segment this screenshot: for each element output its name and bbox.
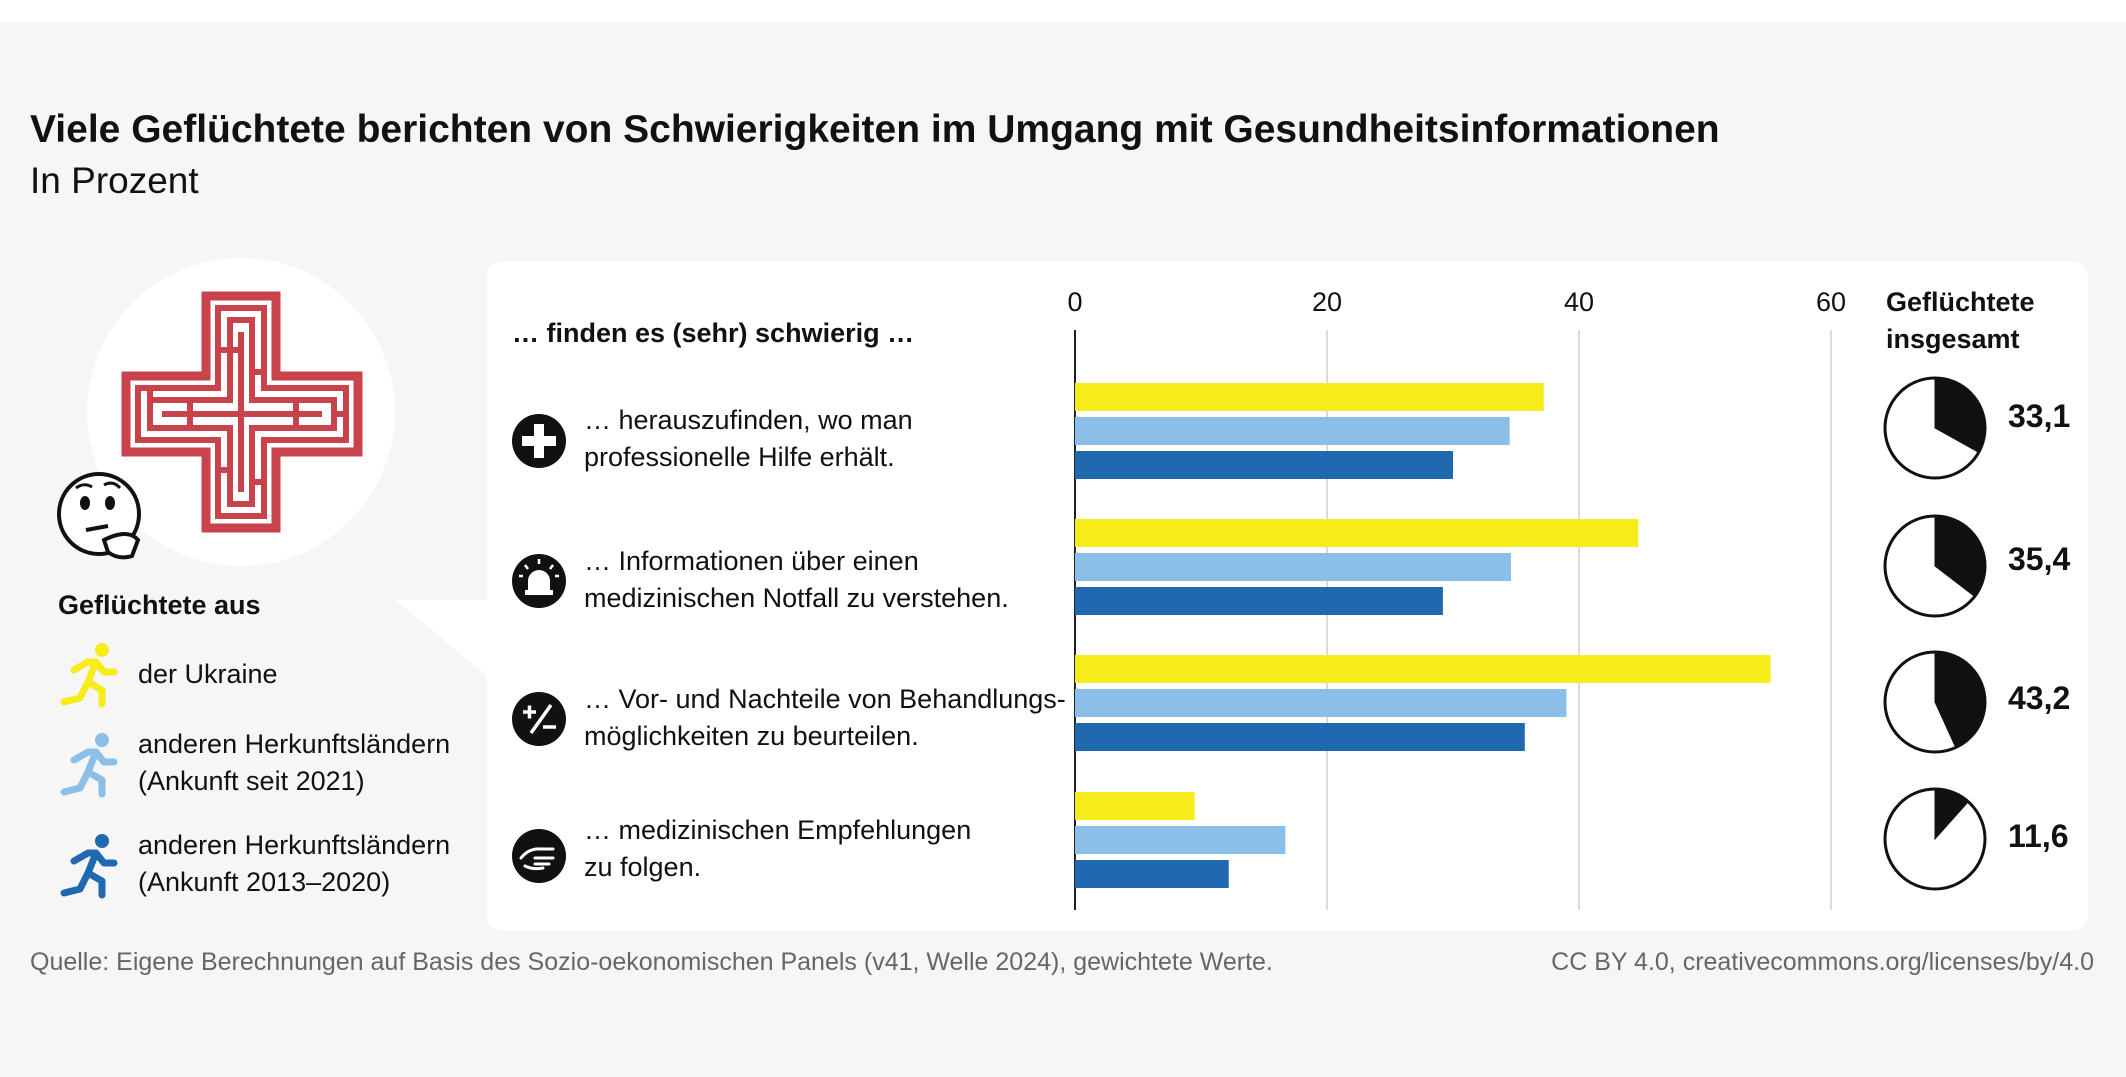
- bar: [1075, 860, 1229, 888]
- bar: [1075, 689, 1567, 717]
- row-label-line: professionelle Hilfe erhält.: [584, 442, 895, 472]
- runner-arms: [70, 658, 118, 676]
- legend-item-2013-2020: anderen Herkunftsländern (Ankunft 2013–2…: [138, 827, 450, 901]
- runner-head: [95, 733, 109, 747]
- x-tick-label: 60: [1816, 287, 1846, 317]
- column-header: … finden es (sehr) schwierig …: [512, 318, 915, 348]
- siren-icon: [512, 554, 566, 608]
- total-value: 35,4: [2008, 541, 2071, 577]
- row-label-line: medizinischen Notfall zu verstehen.: [584, 583, 1009, 613]
- plus-icon: [512, 414, 566, 468]
- totals-header-line: insgesamt: [1886, 324, 2020, 354]
- total-value: 33,1: [2008, 398, 2071, 434]
- total-pie-slice: [1934, 651, 1986, 749]
- row-label-recommendations: … medizinischen Empfehlungen zu folgen.: [584, 812, 971, 886]
- icon-disc: [512, 829, 566, 883]
- runner-head: [95, 643, 109, 657]
- legend-label: (Ankunft seit 2021): [138, 766, 365, 796]
- legend-label: anderen Herkunftsländern: [138, 830, 451, 860]
- runner-legs: [60, 768, 106, 798]
- legend-item-since-2021: anderen Herkunftsländern (Ankunft seit 2…: [138, 726, 450, 800]
- plus-shape: [522, 424, 556, 458]
- chart-subtitle: In Prozent: [30, 160, 199, 201]
- row-label-line: … herauszufinden, wo man: [584, 405, 913, 435]
- legend-label: der Ukraine: [138, 659, 278, 689]
- totals-header: Geflüchtete insgesamt: [1886, 284, 2035, 358]
- bar: [1075, 587, 1443, 615]
- legend-label: (Ankunft 2013–2020): [138, 867, 391, 897]
- legend-label: anderen Herkunftsländern: [138, 729, 451, 759]
- row-label-line: zu folgen.: [584, 852, 702, 882]
- row-label-help: … herauszufinden, wo man professionelle …: [584, 402, 913, 476]
- maze-cross-icon: [121, 291, 363, 533]
- legend-item-ukraine: der Ukraine: [138, 656, 278, 693]
- running-person-icon: [60, 733, 118, 798]
- hand-icon: [512, 829, 566, 883]
- row-label-emergency: … Informationen über einen medizinischen…: [584, 543, 1009, 617]
- bar: [1075, 383, 1544, 411]
- bar: [1075, 553, 1511, 581]
- total-pie-slice: [1934, 515, 1986, 598]
- bar: [1075, 723, 1525, 751]
- row-label-line: … Informationen über einen: [584, 546, 919, 576]
- row-label-line: möglichkeiten zu beurteilen.: [584, 721, 919, 751]
- legend-title: Geflüchtete aus: [58, 590, 261, 620]
- totals-header-line: Geflüchtete: [1886, 287, 2035, 317]
- total-pie-slice: [1934, 788, 1970, 841]
- bar: [1075, 519, 1639, 547]
- source-note: Quelle: Eigene Berechnungen auf Basis de…: [30, 948, 1273, 976]
- siren-base: [525, 590, 553, 595]
- runner-arms: [70, 849, 118, 867]
- siren-dome: [528, 570, 550, 590]
- plus-minus-icon: [512, 692, 566, 746]
- plus-minus-shape: [523, 703, 556, 735]
- total-value: 43,2: [2008, 680, 2071, 716]
- runner-legs: [60, 869, 106, 899]
- running-person-icon: [60, 834, 118, 899]
- license-note: CC BY 4.0, creativecommons.org/licenses/…: [1551, 948, 2094, 976]
- running-person-icon: [60, 643, 118, 708]
- bar: [1075, 826, 1286, 854]
- total-value: 11,6: [2008, 818, 2069, 854]
- bar: [1075, 451, 1453, 479]
- hand-shape: [519, 847, 555, 871]
- siren-rays: [519, 559, 559, 578]
- bar: [1075, 792, 1195, 820]
- x-tick-label: 0: [1067, 287, 1082, 317]
- bar: [1075, 417, 1510, 445]
- thinking-face-icon: [57, 472, 141, 560]
- x-tick-label: 40: [1564, 287, 1594, 317]
- runner-legs: [60, 678, 106, 708]
- bar: [1075, 655, 1771, 683]
- chart-title: Viele Geflüchtete berichten von Schwieri…: [30, 108, 1720, 151]
- x-tick-label: 20: [1312, 287, 1342, 317]
- total-pie-slice: [1934, 377, 1986, 454]
- row-label-line: … Vor- und Nachteile von Behandlungs-: [584, 684, 1066, 714]
- row-label-treatment: … Vor- und Nachteile von Behandlungs- mö…: [584, 681, 1066, 755]
- runner-head: [95, 834, 109, 848]
- row-label-line: … medizinischen Empfehlungen: [584, 815, 972, 845]
- runner-arms: [70, 748, 118, 766]
